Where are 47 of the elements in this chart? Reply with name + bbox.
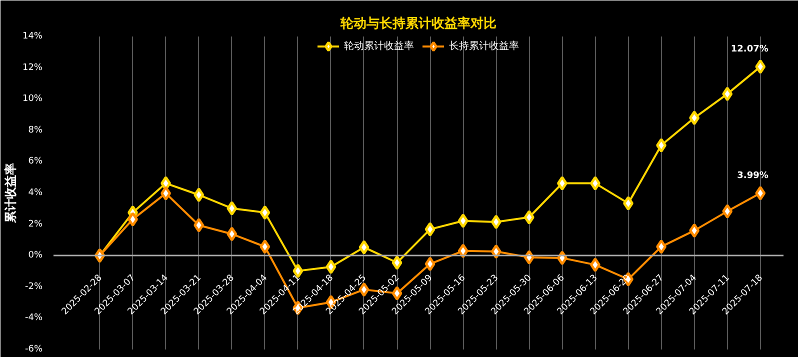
point	[556, 176, 568, 191]
y-tick-label: 12%	[22, 62, 43, 73]
y-tick-label: 14%	[22, 32, 43, 42]
data-label: 3.99%	[737, 171, 768, 182]
point	[358, 240, 370, 255]
point	[260, 205, 270, 220]
y-tick-label: 10%	[22, 94, 43, 104]
point	[226, 201, 238, 216]
point	[722, 86, 733, 102]
point	[755, 59, 766, 74]
y-tick-label: -6%	[24, 344, 43, 354]
point	[194, 218, 204, 232]
point	[458, 244, 468, 258]
point	[194, 188, 204, 202]
legend-label: 长持累计收益率	[449, 40, 519, 53]
chart-title: 轮动与长持累计收益率对比	[340, 16, 496, 32]
point	[392, 255, 402, 270]
point	[128, 212, 138, 227]
point	[656, 239, 667, 254]
point	[755, 186, 766, 200]
point	[524, 210, 534, 225]
point	[490, 244, 502, 259]
point	[490, 214, 502, 230]
point	[656, 138, 667, 153]
point	[326, 260, 336, 274]
point	[590, 258, 600, 272]
point	[260, 239, 270, 254]
y-tick-label: -2%	[24, 282, 43, 292]
point	[722, 204, 733, 219]
point	[689, 110, 700, 126]
point	[160, 186, 172, 201]
point	[424, 256, 436, 272]
legend-label: 轮动累计收益率	[344, 40, 414, 53]
y-tick-label: -4%	[24, 313, 43, 324]
point	[590, 176, 600, 191]
point	[689, 223, 700, 238]
y-axis-title: 累计收益率	[3, 163, 18, 224]
point	[424, 222, 436, 237]
y-tick-label: 2%	[28, 219, 43, 230]
y-tick-label: 6%	[28, 156, 43, 167]
y-tick-label: 0%	[28, 250, 43, 261]
point	[226, 226, 238, 242]
point	[458, 214, 468, 228]
y-tick-label: 4%	[28, 188, 43, 198]
data-label: 12.07%	[730, 44, 768, 55]
y-tick-label: 8%	[28, 125, 43, 136]
point	[623, 196, 634, 211]
